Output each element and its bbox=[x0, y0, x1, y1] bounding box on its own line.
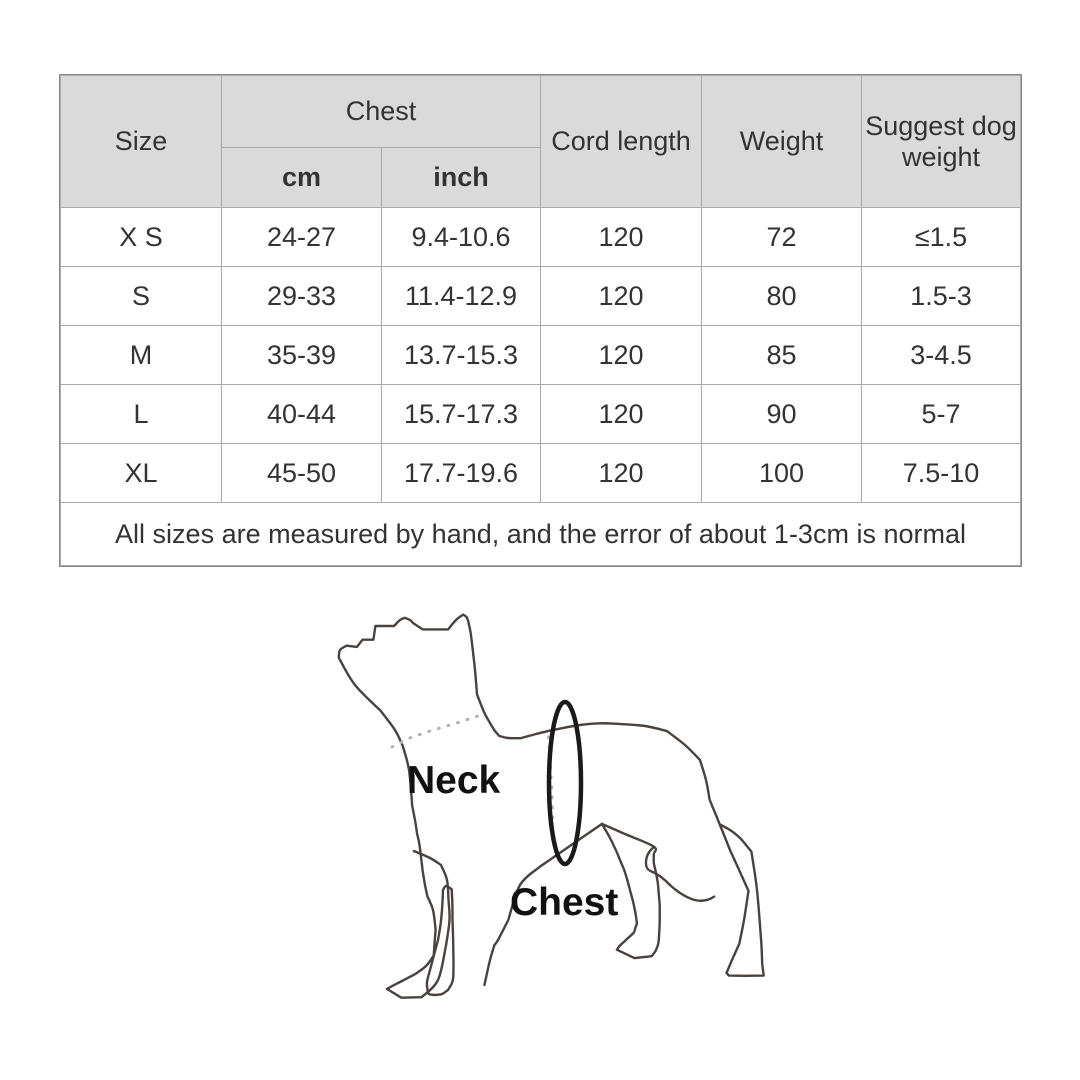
svg-text:Neck: Neck bbox=[407, 759, 501, 802]
svg-text:Chest: Chest bbox=[510, 881, 618, 924]
